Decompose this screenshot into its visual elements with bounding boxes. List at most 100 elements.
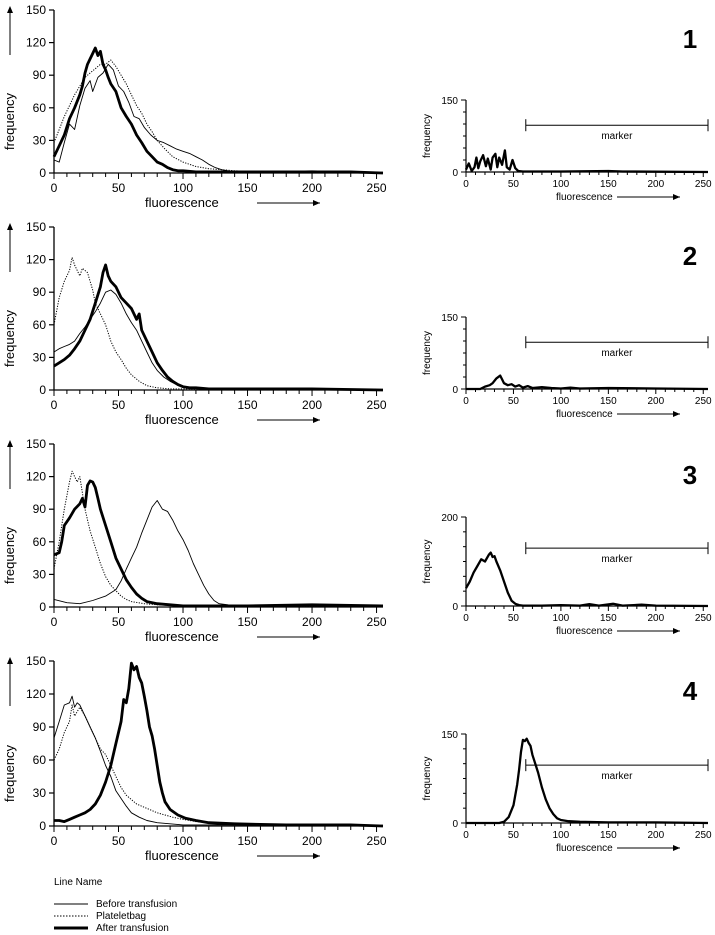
legend-title: Line Name	[54, 877, 103, 888]
x-tick-label: 100	[553, 396, 570, 407]
y-tick-label: 0	[39, 166, 46, 180]
y-tick-label: 0	[39, 819, 46, 833]
y-tick-label: 90	[33, 720, 47, 734]
y-tick-label: 0	[452, 168, 458, 179]
y-tick-label: 0	[452, 602, 458, 613]
x-tick-label: 200	[302, 181, 322, 195]
y-axis-label: frequency	[2, 92, 17, 150]
y-axis-label: frequency	[422, 757, 433, 801]
y-tick-label: 0	[39, 600, 46, 614]
marker-label: marker	[601, 554, 633, 565]
y-tick-label: 30	[33, 786, 47, 800]
x-tick-label: 50	[112, 834, 126, 848]
y-tick-label: 0	[452, 385, 458, 396]
y-axis-label: frequency	[2, 744, 17, 802]
chart-right-4: 0 150 0 50 100 150 200 250 fluorescence frequency…	[422, 676, 712, 854]
x-tick-label: 100	[173, 181, 193, 195]
y-tick-label: 90	[33, 502, 47, 516]
x-axis-arrowhead	[673, 845, 680, 851]
x-tick-label: 200	[302, 834, 322, 848]
series-line-after-transfusion	[52, 46, 384, 175]
x-tick-label: 150	[238, 181, 258, 195]
series-line-before-transfusion	[53, 500, 384, 608]
y-tick-label: 60	[33, 318, 47, 332]
y-axis-label: frequency	[422, 331, 433, 375]
x-axis-label: fluorescence	[145, 629, 219, 644]
x-tick-label: 0	[463, 830, 469, 841]
x-axis-label: fluorescence	[145, 195, 219, 210]
x-tick-label: 50	[508, 179, 520, 190]
series-line-plateletbag	[53, 59, 384, 174]
x-tick-label: 100	[553, 179, 570, 190]
x-axis-label: fluorescence	[556, 409, 613, 420]
y-tick-label: 150	[441, 730, 458, 741]
y-tick-label: 120	[26, 36, 46, 50]
chart-right-3: 0 200 0 50 100 150 200 250 fluorescence frequency…	[422, 460, 712, 637]
x-tick-label: 150	[238, 398, 258, 412]
x-tick-label: 50	[112, 615, 126, 629]
x-axis-arrowhead	[313, 853, 320, 859]
x-tick-label: 200	[647, 396, 664, 407]
x-axis-arrowhead	[313, 417, 320, 423]
x-axis-label: fluorescence	[145, 848, 219, 863]
y-tick-label: 150	[441, 313, 458, 324]
series-line-plateletbag	[53, 256, 384, 391]
x-tick-label: 200	[302, 398, 322, 412]
x-tick-label: 100	[553, 613, 570, 624]
y-tick-label: 90	[33, 68, 47, 82]
x-tick-label: 100	[173, 615, 193, 629]
marker-label: marker	[601, 348, 633, 359]
y-tick-label: 60	[33, 535, 47, 549]
series-line-histogram	[466, 374, 709, 391]
y-tick-label: 0	[452, 819, 458, 830]
x-tick-label: 150	[600, 613, 617, 624]
y-tick-label: 120	[26, 470, 46, 484]
legend-entry-plateletbag: Plateletbag	[96, 911, 146, 922]
series-line-before-transfusion	[53, 695, 384, 827]
x-tick-label: 150	[238, 834, 258, 848]
x-tick-label: 250	[367, 181, 387, 195]
x-tick-label: 100	[173, 398, 193, 412]
x-tick-label: 150	[238, 615, 258, 629]
series-line-after-transfusion	[54, 661, 384, 828]
legend: Line Name Before transfusion Plateletbag…	[54, 877, 177, 934]
x-axis-label: fluorescence	[556, 843, 613, 854]
x-tick-label: 250	[367, 834, 387, 848]
x-tick-label: 150	[600, 179, 617, 190]
y-tick-label: 150	[26, 437, 46, 451]
chart-left-1: 0 30 60 90 120 150 0 50 100 150 200 250 fluorescence…	[2, 3, 387, 210]
chart-left-3: 0 30 60 90 120 150 0 50 100 150 200 250 fluorescence…	[2, 437, 387, 644]
x-axis-arrowhead	[673, 411, 680, 417]
series-line-histogram	[464, 149, 709, 174]
x-tick-label: 150	[600, 830, 617, 841]
y-axis-arrowhead	[7, 6, 13, 13]
y-tick-label: 150	[26, 220, 46, 234]
series-line-after-transfusion	[53, 479, 384, 608]
panel-number: 2	[683, 241, 697, 271]
x-tick-label: 200	[647, 179, 664, 190]
y-tick-label: 0	[39, 383, 46, 397]
x-axis-arrowhead	[673, 194, 680, 200]
x-tick-label: 0	[51, 181, 58, 195]
chart-left-4: 0 30 60 90 120 150 0 50 100 150 200 250 fluorescence…	[2, 654, 387, 863]
x-tick-label: 250	[695, 830, 712, 841]
series-line-plateletbag	[53, 704, 384, 827]
x-axis-label: fluorescence	[556, 192, 613, 203]
series-line-histogram	[464, 551, 709, 608]
x-tick-label: 250	[367, 615, 387, 629]
x-tick-label: 100	[173, 834, 193, 848]
chart-right-2: 0 150 0 50 100 150 200 250 fluorescence frequency…	[422, 241, 712, 420]
y-axis-arrowhead	[7, 223, 13, 230]
y-tick-label: 60	[33, 101, 47, 115]
y-axis-label: frequency	[2, 526, 17, 584]
x-tick-label: 50	[508, 830, 520, 841]
series-line-before-transfusion	[53, 63, 384, 174]
x-tick-label: 200	[647, 613, 664, 624]
y-tick-label: 120	[26, 687, 46, 701]
series-line-histogram	[466, 737, 709, 825]
x-tick-label: 150	[600, 396, 617, 407]
marker-label: marker	[601, 131, 633, 142]
y-tick-label: 90	[33, 285, 47, 299]
